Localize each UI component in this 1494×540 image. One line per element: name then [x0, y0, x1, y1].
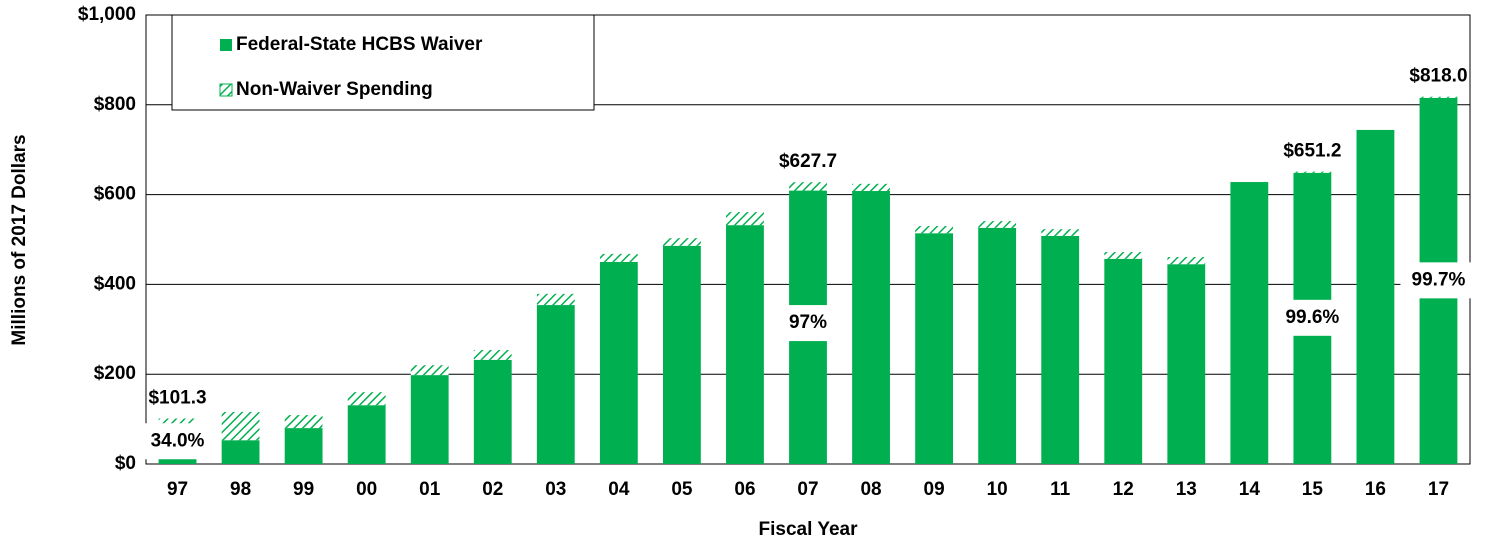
x-tick-label: 14	[1239, 479, 1261, 500]
bar-segment	[221, 440, 260, 464]
share-label: 99.7%	[1412, 269, 1466, 290]
bar-segment	[410, 375, 449, 464]
bar-segment	[1041, 229, 1080, 236]
bar-segment	[536, 305, 575, 464]
x-tick-label: 97	[167, 479, 188, 500]
y-tick-label: $400	[94, 273, 136, 294]
x-tick-label: 12	[1113, 479, 1134, 500]
legend-label: Federal-State HCBS Waiver	[236, 34, 483, 55]
x-tick-label: 03	[545, 479, 566, 500]
legend-label: Non-Waiver Spending	[236, 79, 433, 100]
bar-segment	[726, 225, 764, 464]
bar-segment	[1167, 264, 1206, 464]
bar-segment	[1041, 235, 1080, 464]
bar-segment	[410, 365, 449, 376]
bar-segment	[978, 221, 1017, 228]
x-tick-label: 02	[482, 479, 503, 500]
bar-segment	[284, 415, 323, 429]
y-tick-label: $200	[94, 363, 136, 384]
bar-segment	[347, 405, 386, 464]
share-label: 99.6%	[1285, 307, 1339, 328]
bar-segment	[852, 191, 890, 464]
bar-segment	[536, 293, 575, 306]
x-tick-label: 07	[797, 479, 818, 500]
bar-segment	[662, 238, 701, 246]
share-label-bg	[1400, 262, 1477, 299]
x-tick-label: 99	[293, 479, 314, 500]
share-label-bg	[770, 305, 846, 342]
bar-segment	[789, 182, 827, 191]
bar-segment	[599, 261, 638, 464]
bar-segment	[1104, 258, 1143, 464]
bar-segment	[473, 359, 512, 464]
bar-segment	[1356, 129, 1395, 464]
x-tick-label: 08	[860, 479, 881, 500]
total-label: $651.2	[1283, 141, 1341, 162]
x-tick-label: 98	[230, 479, 251, 500]
x-axis-title: Fiscal Year	[759, 519, 859, 540]
x-tick-label: 10	[987, 479, 1008, 500]
x-tick-label: 05	[671, 479, 693, 500]
y-tick-label: $800	[94, 94, 136, 115]
bar-segment	[1167, 257, 1206, 265]
bar-segment	[473, 349, 512, 360]
x-tick-label: 09	[924, 479, 945, 500]
bar-segment	[726, 212, 764, 226]
legend-swatch	[220, 39, 232, 51]
total-label: $627.7	[779, 151, 837, 172]
y-tick-label: $1,000	[78, 4, 136, 25]
total-label: $818.0	[1409, 66, 1467, 87]
x-tick-label: 15	[1302, 479, 1324, 500]
x-tick-label: 01	[419, 479, 441, 500]
x-tick-label: 17	[1428, 479, 1449, 500]
legend-swatch	[219, 83, 233, 97]
y-tick-label: $600	[94, 184, 136, 205]
y-tick-label: $0	[115, 453, 136, 474]
x-tick-label: 04	[608, 479, 630, 500]
bar-segment	[1293, 171, 1332, 173]
share-label-bg	[1274, 299, 1351, 336]
x-tick-label: 00	[356, 479, 377, 500]
bar-segment	[978, 227, 1017, 464]
x-tick-label: 06	[734, 479, 755, 500]
bar-segment	[284, 428, 323, 464]
x-tick-label: 16	[1365, 479, 1386, 500]
bar-segment	[1230, 182, 1269, 464]
x-tick-label: 13	[1176, 479, 1197, 500]
share-label: 34.0%	[151, 430, 205, 451]
share-label: 97%	[789, 312, 827, 333]
legend-box	[171, 14, 595, 111]
total-label: $101.3	[148, 388, 206, 409]
bar-segment	[915, 226, 954, 234]
share-label-bg	[139, 423, 216, 460]
bar-segment	[599, 253, 638, 262]
bar-segment	[852, 183, 890, 192]
bar-segment	[1104, 252, 1143, 259]
bar-segment	[915, 233, 954, 464]
y-axis-title: Millions of 2017 Dollars	[9, 134, 30, 345]
bar-segment	[221, 411, 260, 441]
bar-segment	[1419, 96, 1458, 98]
bar-segment	[347, 392, 386, 406]
bar-segment	[662, 245, 701, 464]
x-tick-label: 11	[1050, 479, 1071, 500]
